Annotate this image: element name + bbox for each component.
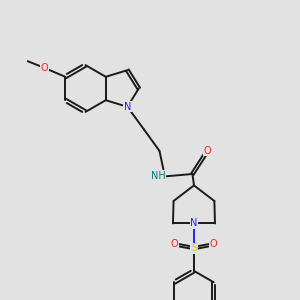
Text: O: O <box>170 238 178 249</box>
Text: O: O <box>40 63 48 73</box>
Text: S: S <box>191 243 197 253</box>
Text: O: O <box>204 146 211 156</box>
Text: NH: NH <box>151 171 166 181</box>
Text: N: N <box>190 218 198 229</box>
Text: O: O <box>210 238 218 249</box>
Text: N: N <box>124 102 131 112</box>
